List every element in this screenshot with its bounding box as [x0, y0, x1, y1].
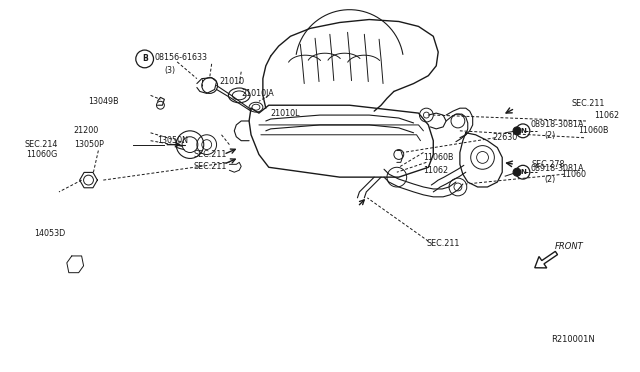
Text: 11060: 11060 [561, 170, 586, 179]
Text: 13049B: 13049B [88, 97, 119, 106]
Text: (2): (2) [545, 131, 556, 140]
Text: FRONT: FRONT [554, 241, 583, 251]
Text: SEC.211: SEC.211 [426, 238, 460, 248]
Text: 11060G: 11060G [26, 150, 58, 159]
Text: 22630: 22630 [492, 133, 518, 142]
Text: (2): (2) [545, 174, 556, 184]
Text: 11060B: 11060B [424, 153, 454, 162]
Text: 11060B: 11060B [578, 126, 609, 135]
Text: (3): (3) [164, 66, 175, 75]
Text: 13050N: 13050N [157, 136, 188, 145]
Text: SEC.211: SEC.211 [194, 150, 227, 159]
Text: 11062: 11062 [594, 110, 619, 119]
Circle shape [513, 168, 521, 176]
Text: 21010JA: 21010JA [241, 89, 274, 98]
Text: SEC.278: SEC.278 [532, 160, 565, 169]
Text: 08156-61633: 08156-61633 [154, 54, 207, 62]
Text: 21010L: 21010L [271, 109, 300, 118]
Text: 11062: 11062 [424, 166, 449, 175]
Text: R210001N: R210001N [552, 335, 595, 344]
Circle shape [513, 127, 521, 135]
Text: SEC.211: SEC.211 [571, 99, 605, 108]
Text: 21200: 21200 [74, 126, 99, 135]
Text: N: N [520, 128, 526, 134]
Text: 21010: 21010 [220, 77, 244, 86]
Text: B: B [142, 54, 148, 64]
Text: 08918-3081A: 08918-3081A [531, 121, 584, 129]
FancyArrow shape [535, 251, 557, 268]
Text: SEC.214: SEC.214 [24, 140, 58, 149]
Text: N: N [520, 169, 526, 175]
Text: SEC.211: SEC.211 [194, 162, 227, 171]
Text: 08918-3081A: 08918-3081A [531, 164, 584, 173]
Text: 13050P: 13050P [74, 140, 104, 149]
Text: 14053D: 14053D [35, 229, 65, 238]
